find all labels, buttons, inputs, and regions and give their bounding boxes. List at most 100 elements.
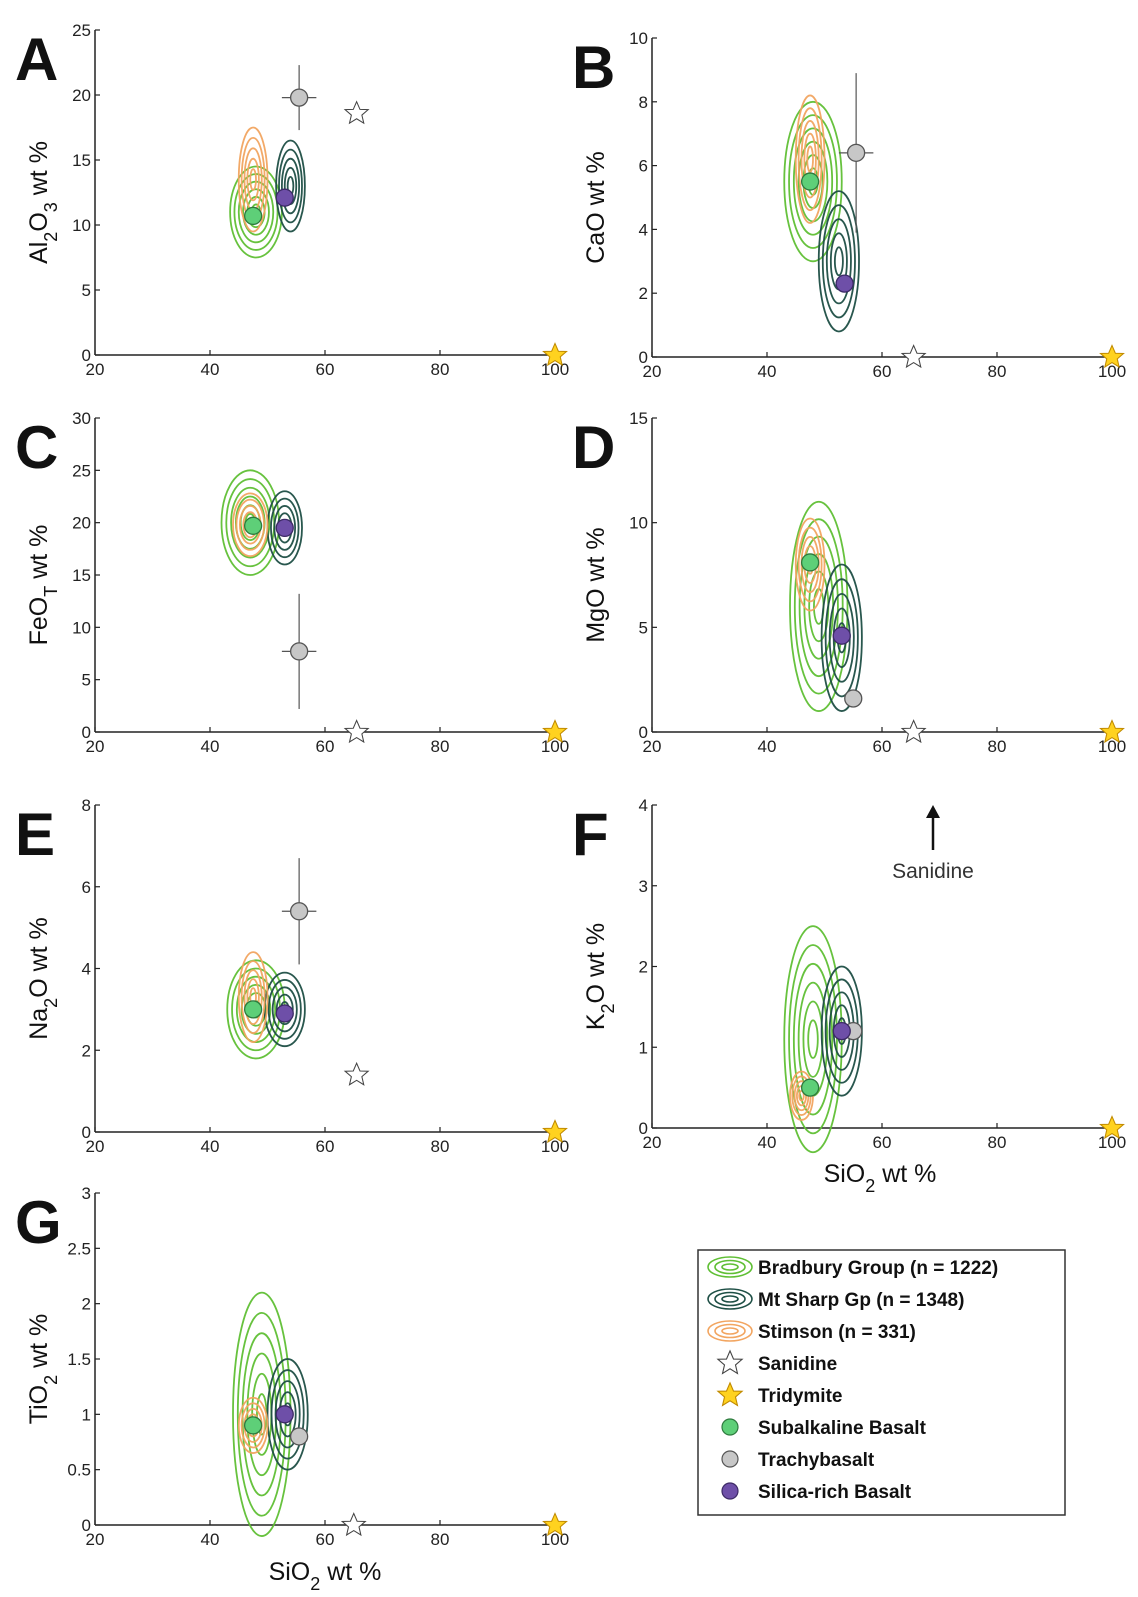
contour-ring: [800, 120, 820, 199]
y-tick-label: 15: [72, 566, 91, 585]
x-tick-label: 100: [1098, 1133, 1126, 1152]
contour-ring: [798, 1089, 805, 1102]
y-tick-label: 2.5: [67, 1239, 91, 1258]
legend-box: [697, 1249, 1066, 1516]
panel-letter: C: [15, 414, 58, 481]
y-tick-label: 1.5: [67, 1350, 91, 1369]
legend: Bradbury Group (n = 1222) Mt Sharp Gp (n…: [697, 1249, 1066, 1516]
x-tick-label: 20: [643, 737, 662, 756]
contour-mtsharp: [275, 139, 306, 233]
contour-mtsharp: [820, 563, 863, 712]
legend-item-sanidine: Sanidine: [717, 1350, 837, 1375]
purple-dot-icon: [721, 1482, 739, 1500]
trachybasalt-point: [844, 689, 863, 708]
silica-rich-basalt-point: [275, 188, 294, 207]
y-axis-label: CaO wt %: [582, 151, 610, 264]
y-tick-label: 15: [72, 151, 91, 170]
panel-letter: F: [572, 801, 609, 868]
y-tick-label: 4: [639, 796, 648, 815]
contour-ring: [792, 127, 834, 236]
contour-ring: [243, 969, 263, 1025]
x-tick-label: 60: [873, 1133, 892, 1152]
contour-ring: [237, 951, 269, 1043]
legend-item-stimson: Stimson (n = 331): [707, 1320, 916, 1343]
y-tick-label: 25: [72, 21, 91, 40]
contour-ring: [230, 486, 271, 559]
contour-ring: [833, 246, 844, 277]
contour-ring: [242, 188, 270, 236]
legend-label: Stimson (n = 331): [758, 1322, 916, 1343]
contour-ring: [266, 1358, 309, 1471]
orange-contour-icon: [707, 1320, 753, 1342]
contour-ring: [798, 535, 839, 678]
legend-item-mtsharp: Mt Sharp Gp (n = 1348): [707, 1288, 964, 1311]
x-tick-label: 40: [201, 360, 220, 379]
contour-ring: [235, 498, 265, 551]
contour-ring: [789, 500, 849, 712]
y-tick-label: 3: [82, 1184, 91, 1203]
contour-mtsharp: [817, 190, 860, 333]
legend-label: Sanidine: [758, 1354, 837, 1375]
x-tick-label: 60: [316, 360, 335, 379]
y-tick-label: 1: [82, 1405, 91, 1424]
y-tick-label: 30: [72, 409, 91, 428]
y-axis-label: TiO2 wt %: [25, 1314, 61, 1424]
sanidine-annotation: Sanidine: [892, 860, 974, 883]
y-axis-label: MgO wt %: [582, 527, 610, 642]
x-tick-label: 40: [201, 1530, 220, 1549]
y-tick-label: 2: [82, 1041, 91, 1060]
contour-ring: [246, 157, 260, 202]
sanidine-point: [341, 1512, 366, 1536]
contour-ring: [825, 218, 852, 305]
contour-ring: [802, 1000, 824, 1078]
y-tick-label: 6: [82, 878, 91, 897]
contour-ring: [794, 94, 826, 224]
panel-a: 0 5 10 15 20 25 20 40 60 80 100 A Al2O3 wt %: [15, 21, 569, 379]
y-tick-label: 0: [639, 1119, 648, 1138]
contour-ring: [806, 145, 814, 173]
legend-item-tridymite: Tridymite: [717, 1382, 842, 1407]
x-tick-label: 80: [431, 737, 450, 756]
y-tick-label: 0: [82, 1123, 91, 1142]
x-tick-label: 40: [201, 1137, 220, 1156]
x-tick-label: 60: [316, 737, 335, 756]
x-tick-label: 60: [873, 362, 892, 381]
panel-letter: G: [15, 1189, 62, 1256]
contour-stimson: [794, 94, 826, 224]
y-tick-label: 3: [639, 877, 648, 896]
y-tick-label: 20: [72, 86, 91, 105]
x-tick-label: 20: [643, 1133, 662, 1152]
x-tick-label: 80: [431, 360, 450, 379]
trachybasalt-point: [846, 143, 866, 162]
y-axis-label: Al2O3 wt %: [25, 141, 61, 264]
contour-ring: [270, 497, 300, 559]
contour-ring: [249, 168, 257, 191]
panel-letter: B: [572, 34, 615, 101]
x-tick-label: 40: [758, 1133, 777, 1152]
legend-label: Bradbury Group (n = 1222): [758, 1258, 998, 1279]
y-tick-label: 5: [82, 671, 91, 690]
x-tick-label: 20: [86, 360, 105, 379]
x-tick-label: 60: [316, 1137, 335, 1156]
y-tick-label: 10: [72, 216, 91, 235]
panel-e: 0 2 4 6 8 20 40 60 80 100 E Na2O wt %: [15, 796, 569, 1156]
y-tick-label: 5: [639, 618, 648, 637]
subalkaline-basalt-point: [243, 1416, 263, 1435]
x-tick-label: 100: [541, 1137, 569, 1156]
x-tick-label: 20: [86, 1137, 105, 1156]
silica-rich-basalt-point: [832, 626, 851, 645]
y-tick-label: 25: [72, 461, 91, 480]
x-tick-label: 80: [988, 737, 1007, 756]
legend-item-silica-rich: Silica-rich Basalt: [721, 1482, 912, 1503]
sanidine-point: [901, 719, 926, 743]
x-tick-label: 60: [316, 1530, 335, 1549]
x-tick-label: 80: [988, 362, 1007, 381]
contour-ring: [788, 114, 838, 249]
trachybasalt-point: [289, 902, 309, 921]
y-tick-label: 15: [629, 409, 648, 428]
x-tick-label: 20: [86, 1530, 105, 1549]
legend-item-bradbury: Bradbury Group (n = 1222): [707, 1256, 998, 1279]
trachybasalt-point: [289, 88, 309, 107]
x-tick-label: 100: [541, 737, 569, 756]
x-tick-label: 100: [1098, 362, 1126, 381]
